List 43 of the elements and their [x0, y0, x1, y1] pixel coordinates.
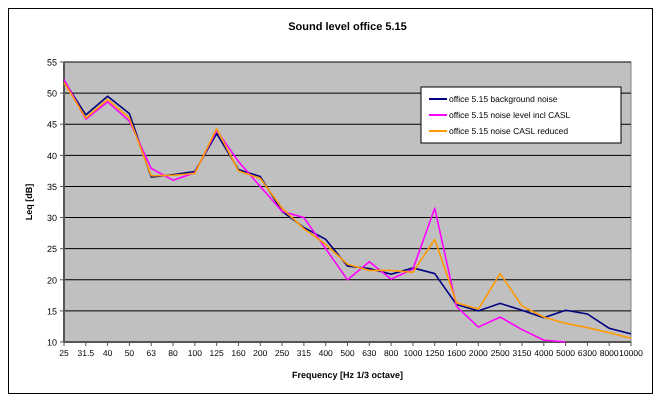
x-axis-title: Frequency [Hz 1/3 octave]	[292, 370, 404, 380]
y-tick-label: 25	[46, 244, 57, 254]
y-tick-label: 40	[46, 150, 57, 161]
x-tick-label: 50	[124, 348, 134, 358]
x-tick-label: 160	[231, 348, 246, 358]
y-tick-label: 15	[46, 306, 57, 316]
x-tick-label: 630	[362, 348, 377, 358]
x-tick-label: 4000	[534, 348, 554, 358]
x-tick-label: 80	[168, 348, 178, 358]
y-tick-label: 45	[46, 120, 57, 130]
y-tick-label: 35	[46, 182, 57, 192]
x-tick-label: 200	[253, 348, 268, 358]
x-tick-label: 3150	[512, 348, 532, 358]
x-tick-label: 250	[274, 348, 290, 358]
legend-label: office 5.15 noise level incl CASL	[449, 110, 571, 120]
y-tick-label: 55	[46, 58, 57, 68]
y-tick-label: 50	[46, 88, 57, 99]
legend-label: office 5.15 noise CASL reduced	[449, 126, 568, 136]
x-tick-label: 10000	[619, 348, 644, 358]
y-tick-label: 30	[46, 213, 57, 224]
y-tick-label: 10	[46, 338, 57, 348]
x-tick-label: 2000	[468, 348, 488, 358]
y-tick-label: 20	[46, 275, 57, 286]
x-tick-label: 5000	[556, 348, 576, 358]
x-tick-label: 125	[210, 348, 224, 358]
x-tick-label: 6300	[578, 348, 598, 358]
x-tick-label: 100	[188, 348, 202, 358]
x-tick-label: 400	[318, 348, 334, 358]
x-tick-label: 1000	[403, 348, 423, 358]
chart-title: Sound level office 5.15	[288, 21, 407, 33]
x-tick-label: 31.5	[78, 348, 94, 358]
x-tick-label: 2500	[490, 348, 510, 358]
x-tick-label: 800	[384, 348, 398, 358]
x-tick-label: 8000	[600, 348, 619, 358]
legend-label: office 5.15 background noise	[449, 94, 558, 104]
x-tick-label: 1250	[425, 348, 444, 358]
x-tick-label: 1600	[447, 348, 466, 358]
x-tick-label: 40	[102, 348, 113, 358]
x-tick-label: 315	[296, 348, 312, 358]
x-tick-label: 500	[340, 348, 355, 358]
x-tick-label: 25	[59, 348, 69, 358]
x-tick-label: 63	[146, 348, 156, 358]
y-axis-title: Leq [dB]	[24, 184, 34, 220]
